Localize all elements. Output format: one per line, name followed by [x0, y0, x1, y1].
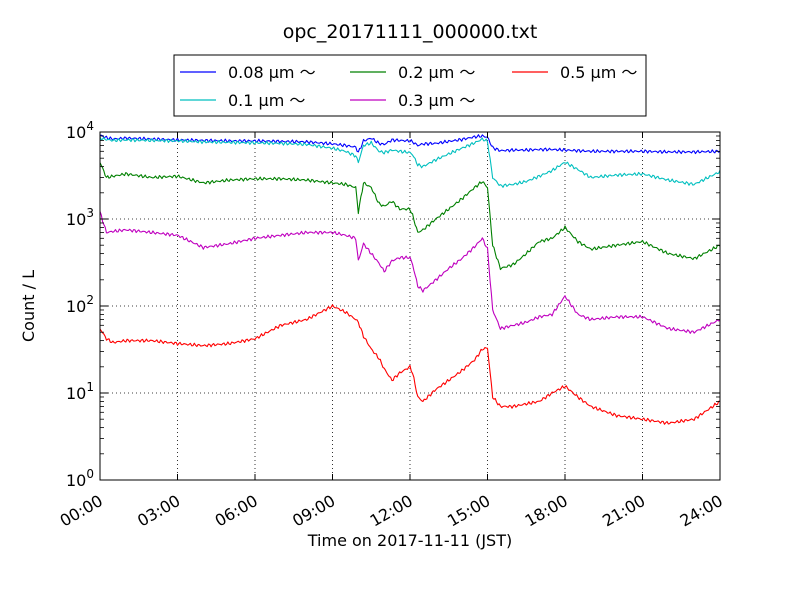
- y-tick-base: 10: [66, 123, 86, 142]
- legend-entry: 0.5 μm ～: [560, 63, 637, 82]
- series-line: [99, 304, 721, 425]
- legend-entry: 0.3 μm ～: [398, 91, 475, 110]
- chart-title: opc_20171111_000000.txt: [283, 21, 538, 43]
- series-line: [99, 136, 721, 188]
- series-line: [99, 134, 721, 155]
- x-axis-label: Time on 2017-11-11 (JST): [307, 531, 512, 550]
- series-line: [99, 211, 721, 334]
- series-line: [99, 162, 721, 271]
- y-tick-base: 10: [66, 210, 86, 229]
- y-tick-base: 10: [66, 384, 86, 403]
- grid-lines: [100, 132, 720, 480]
- y-tick-base: 10: [66, 297, 86, 316]
- y-tick-label: 102: [66, 293, 94, 316]
- y-tick-exponent: 1: [86, 380, 94, 394]
- legend-entry: 0.1 μm ～: [228, 91, 305, 110]
- series-lines: [99, 134, 721, 425]
- y-tick-label: 103: [66, 206, 94, 229]
- y-axis-label: Count / L: [19, 270, 38, 342]
- legend-box: [173, 54, 647, 117]
- legend-entry: 0.08 μm ～: [228, 63, 316, 82]
- y-tick-exponent: 0: [86, 467, 94, 481]
- y-tick-base: 10: [66, 471, 86, 490]
- legend: 0.08 μm ～ 0.1 μm ～ 0.2 μm ～ 0.3 μm ～ 0.5 μm …: [173, 54, 647, 117]
- y-tick-exponent: 4: [86, 119, 94, 133]
- y-tick-label: 100: [66, 467, 94, 490]
- axis-ticks: [99, 131, 721, 481]
- legend-entry: 0.2 μm ～: [398, 63, 475, 82]
- y-tick-exponent: 3: [86, 206, 94, 220]
- y-tick-exponent: 2: [86, 293, 94, 307]
- y-tick-label: 101: [66, 380, 94, 403]
- y-tick-label: 104: [66, 119, 94, 142]
